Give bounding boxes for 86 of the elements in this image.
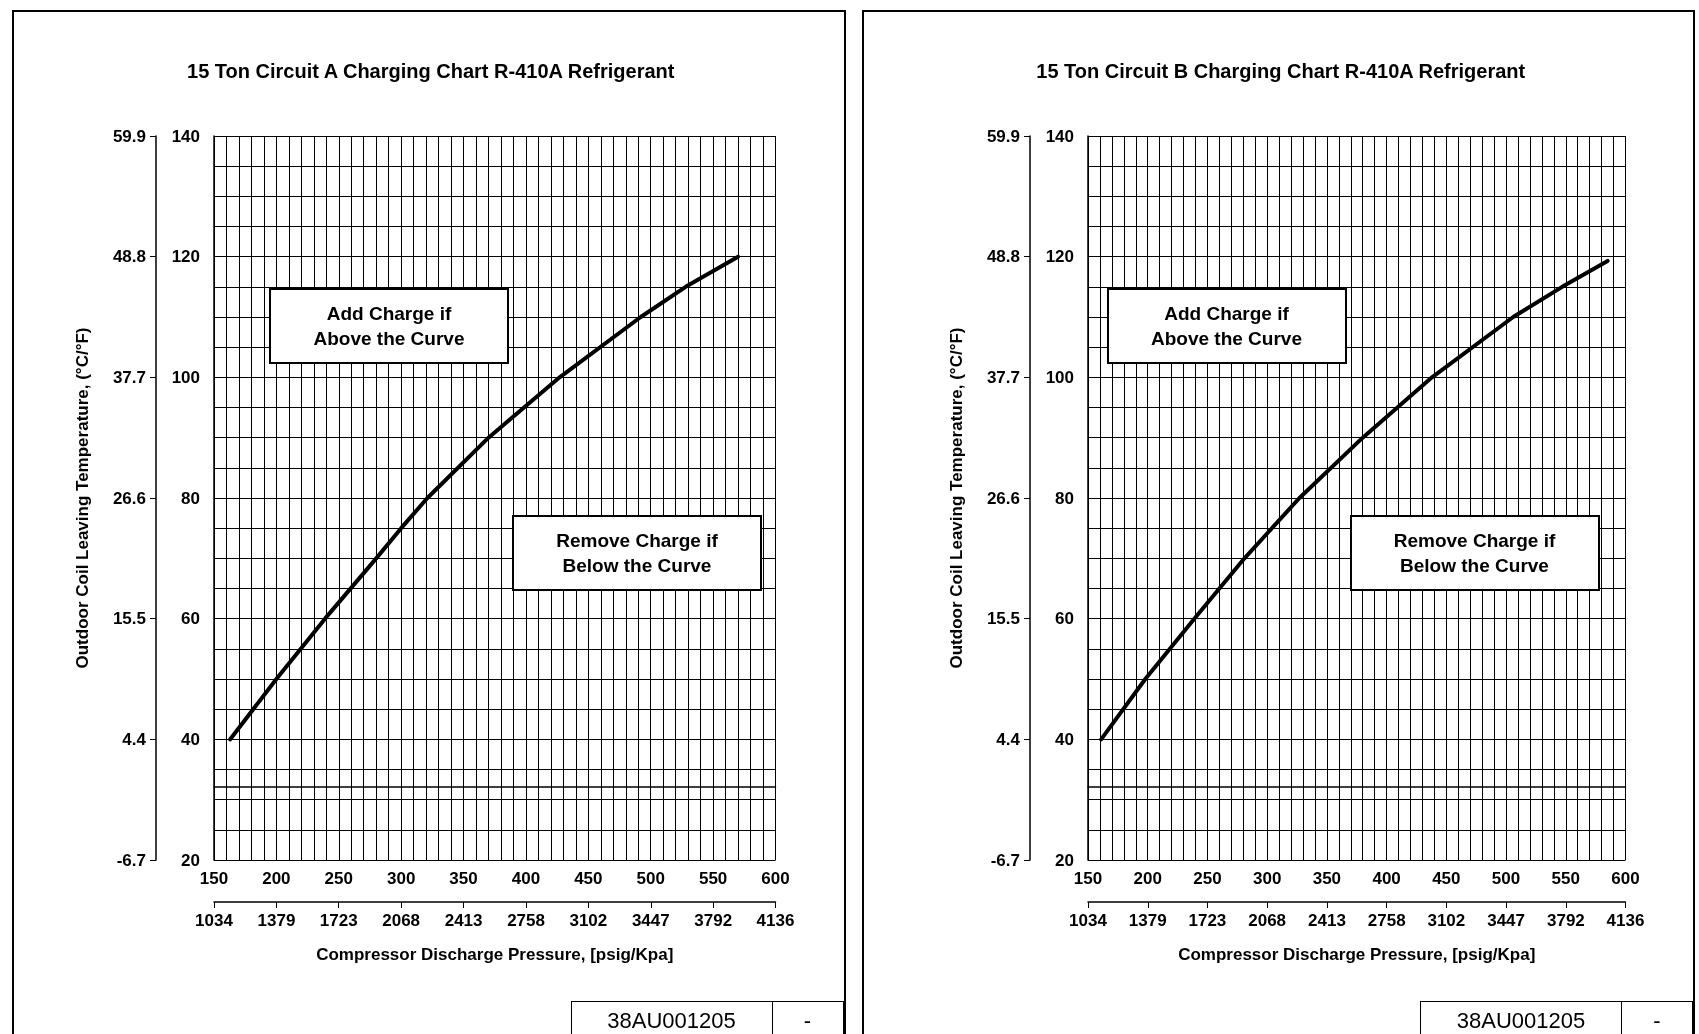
- x2-tick-label: 1723: [1187, 911, 1226, 930]
- x2-tick-label: 1379: [1128, 911, 1167, 930]
- y2-tick-label: 59.9: [112, 126, 146, 146]
- x-tick-label: 200: [1133, 869, 1162, 888]
- y2-axis-title: Outdoor Coil Leaving Temperature, (°C/°F): [73, 327, 92, 669]
- y-tick-label: 20: [181, 850, 200, 870]
- x-tick-label: 500: [636, 869, 665, 888]
- annotation: Add Charge if Above the Curve: [1151, 302, 1302, 351]
- y-tick-label: 80: [1054, 488, 1074, 508]
- x2-tick-label: 3102: [1426, 911, 1465, 930]
- x-tick-label: 600: [1610, 869, 1640, 888]
- y-tick-label: 60: [1054, 609, 1074, 629]
- y2-tick-label: -6.7: [116, 850, 146, 870]
- x2-tick-label: 3447: [631, 911, 670, 930]
- x-tick-label: 150: [1073, 869, 1102, 888]
- note-box: Remove Charge if Below the Curve: [1349, 515, 1600, 591]
- x-tick-label: 450: [574, 869, 603, 888]
- y-tick-label: 140: [171, 126, 200, 146]
- x-tick-label: 350: [1312, 869, 1341, 888]
- y2-tick-label: 59.9: [986, 126, 1020, 146]
- x2-tick-label: 3792: [694, 911, 733, 930]
- y2-axis-title: Outdoor Coil Leaving Temperature, (°C/°F): [946, 327, 966, 669]
- y2-tick-label: 26.6: [112, 488, 146, 508]
- x-tick-label: 250: [1192, 869, 1222, 888]
- text: -: [1621, 1002, 1692, 1034]
- x2-tick-label: 1379: [257, 911, 296, 930]
- y-tick-label: 140: [1045, 126, 1074, 146]
- y2-tick-label: 26.6: [986, 488, 1020, 508]
- x2-tick-label: 2758: [507, 911, 545, 930]
- y-tick-label: 120: [1045, 247, 1074, 267]
- x2-tick-label: 1723: [319, 911, 358, 930]
- y-tick-label: 120: [171, 247, 200, 267]
- x2-tick-label: 3447: [1486, 911, 1525, 930]
- x2-tick-label: 3792: [1546, 911, 1585, 930]
- y-tick-label: 100: [1045, 367, 1074, 387]
- note-box: Remove Charge if Below the Curve: [512, 515, 762, 591]
- y-tick-label: 40: [1054, 729, 1074, 749]
- x-tick-label: 400: [1371, 869, 1401, 888]
- text: -: [771, 1002, 843, 1034]
- x-tick-label: 300: [386, 869, 416, 888]
- annotation: Remove Charge if Below the Curve: [556, 529, 718, 578]
- x-tick-label: 550: [1551, 869, 1580, 888]
- chart-title: 15 Ton Circuit B Charging Chart R-410A Refrigerant: [1035, 60, 1526, 82]
- x-tick-label: 300: [1252, 869, 1281, 888]
- x2-tick-label: 1034: [195, 911, 234, 930]
- x-axis-title: Compressor Discharge Pressure, [psig/Kpa]: [316, 945, 674, 964]
- y2-tick-label: 37.7: [986, 367, 1020, 387]
- x-tick-label: 400: [511, 869, 541, 888]
- x-tick-label: 250: [324, 869, 353, 888]
- note-box: Add Charge if Above the Curve: [1106, 288, 1347, 364]
- x2-tick-label: 2068: [382, 911, 421, 930]
- x2-tick-label: 2413: [444, 911, 483, 930]
- x-tick-label: 350: [449, 869, 478, 888]
- y2-tick-label: 37.7: [112, 367, 146, 387]
- x-tick-label: 450: [1431, 869, 1461, 888]
- x2-tick-label: 2758: [1367, 911, 1406, 930]
- x-tick-label: 500: [1491, 869, 1520, 888]
- y2-tick-label: 4.4: [995, 729, 1021, 749]
- text: 38AU001205: [606, 1007, 737, 1034]
- y2-tick-label: 48.8: [112, 247, 146, 267]
- x2-tick-label: 4136: [756, 911, 795, 930]
- annotation: Remove Charge if Below the Curve: [1393, 529, 1556, 578]
- chart-title: 15 Ton Circuit A Charging Chart R-410A Refrigerant: [187, 60, 675, 82]
- x2-tick-label: 2413: [1307, 911, 1346, 930]
- y-tick-label: 60: [181, 609, 200, 629]
- x-tick-label: 600: [761, 869, 790, 888]
- y2-tick-label: 48.8: [986, 247, 1020, 267]
- note-box: Add Charge if Above the Curve: [269, 288, 509, 364]
- text: 38AU001205: [1455, 1007, 1587, 1034]
- y-tick-label: 40: [181, 729, 200, 749]
- y2-tick-label: -6.7: [990, 850, 1020, 870]
- y-tick-label: 100: [171, 367, 200, 387]
- x2-tick-label: 4136: [1606, 911, 1644, 930]
- x-axis-title: Compressor Discharge Pressure, [psig/Kpa]: [1177, 945, 1535, 964]
- y2-tick-label: 4.4: [122, 729, 147, 749]
- y2-tick-label: 15.5: [112, 609, 146, 629]
- x-tick-label: 150: [199, 869, 229, 888]
- y2-tick-label: 15.5: [986, 609, 1020, 629]
- x2-tick-label: 2068: [1247, 911, 1286, 930]
- annotation: Add Charge if Above the Curve: [313, 302, 465, 351]
- x-tick-label: 550: [698, 869, 728, 888]
- x-tick-label: 200: [262, 869, 291, 888]
- x2-tick-label: 1034: [1068, 911, 1107, 930]
- y-tick-label: 20: [1054, 850, 1074, 870]
- y-tick-label: 80: [181, 488, 200, 508]
- x2-tick-label: 3102: [569, 911, 608, 930]
